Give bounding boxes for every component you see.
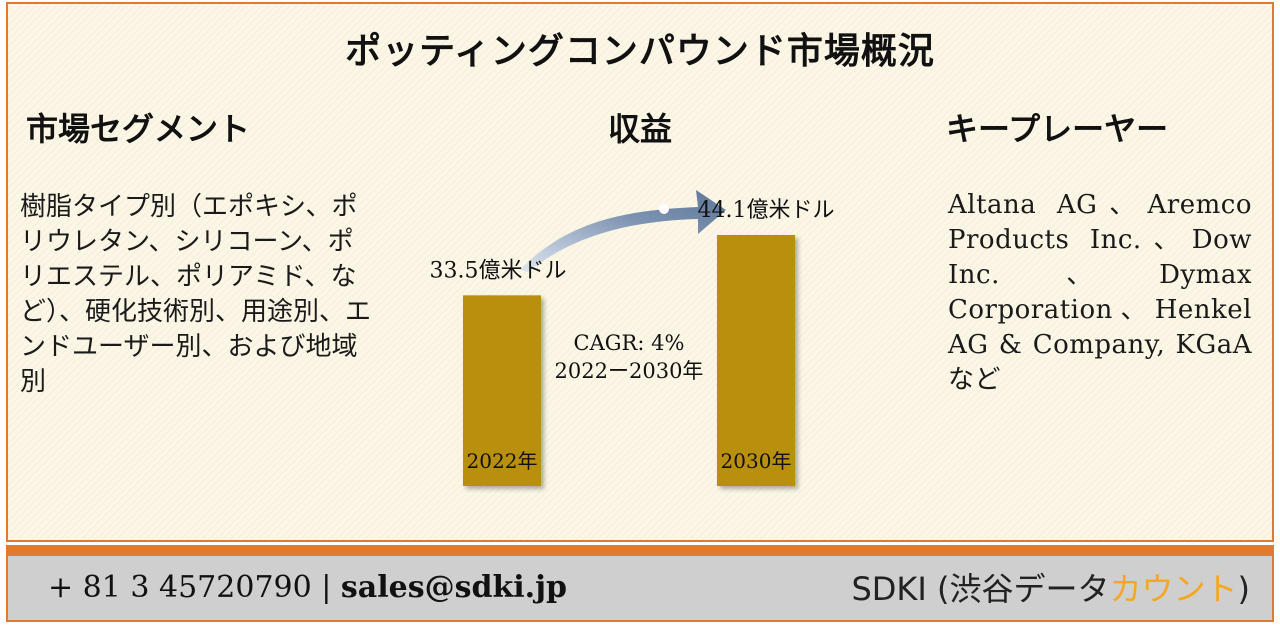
bar-category-label-1: 2030年 — [721, 449, 792, 473]
brand-name: SDKI (渋谷データカウント) — [851, 564, 1250, 610]
key-players-heading: キープレーヤー — [946, 110, 1169, 148]
contact-separator: | — [321, 570, 332, 605]
revenue-heading: 収益 — [607, 110, 672, 148]
bar-category-label-0: 2022年 — [467, 449, 538, 473]
segments-heading: 市場セグメント — [26, 110, 251, 148]
footer: + 81 3 45720790 | sales@sdki.jp SDKI (渋谷… — [6, 556, 1274, 622]
revenue-chart: CAGR: 4% 2022ー2030年 2022年 33.5億米ドル 2030年 44… — [430, 190, 835, 486]
growth-arrow — [520, 190, 726, 272]
footer-accent-bar — [6, 545, 1274, 556]
email-link[interactable]: sales@sdki.jp — [340, 570, 567, 605]
cagr-period-label: 2022ー2030年 — [555, 359, 704, 383]
cagr-label: CAGR: 4% — [574, 331, 685, 355]
bar-value-label-0: 33.5億米ドル — [430, 258, 567, 283]
brand-close: ) — [1237, 570, 1250, 608]
segments-text: 樹脂タイプ別（エポキシ、ポリウレタン、シリコーン、ポリエステル、ポリアミド、など… — [20, 192, 372, 397]
phone-number[interactable]: + 81 3 45720790 — [48, 570, 312, 605]
bar-value-label-1: 44.1億米ドル — [698, 198, 835, 223]
revenue-bar-1 — [717, 235, 795, 486]
brand-main: SDKI (渋谷データ — [851, 570, 1110, 608]
revenue-bar-0 — [463, 295, 541, 486]
contact-info: + 81 3 45720790 | sales@sdki.jp — [48, 570, 567, 605]
arrow-dot — [659, 204, 669, 214]
brand-accent: カウント — [1109, 570, 1238, 608]
overview-card: ポッティングコンパウンド市場概況 市場セグメント 収益 キープレーヤー 樹脂タイ… — [6, 2, 1274, 542]
page-title: ポッティングコンパウンド市場概況 — [345, 30, 935, 72]
key-players-text: Altana AG、Aremco Products Inc.、Dow Inc.、… — [948, 190, 1252, 395]
